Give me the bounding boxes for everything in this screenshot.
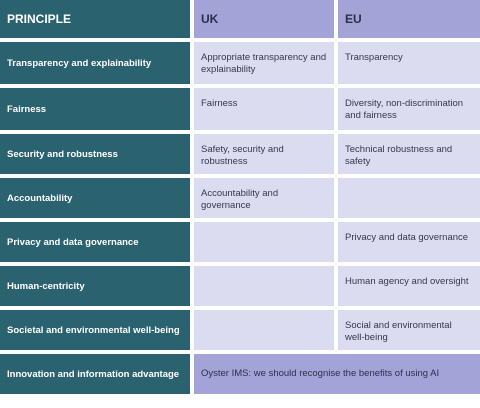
row-combined: Oyster IMS: we should recognise the bene… — [194, 354, 480, 394]
row-uk: Fairness — [194, 88, 334, 130]
row-eu — [338, 178, 480, 218]
row-uk: Safety, security and robustness — [194, 134, 334, 174]
header-principle-label: PRINCIPLE — [7, 12, 72, 26]
principle-label: Human-centricity — [7, 280, 85, 292]
header-uk: UK — [194, 0, 334, 38]
header-uk-label: UK — [201, 12, 219, 26]
header-eu-label: EU — [345, 12, 362, 26]
row-eu: Diversity, non-discrimination and fairne… — [338, 88, 480, 130]
header-eu: EU — [338, 0, 480, 38]
uk-value: Appropriate transparency and explainabil… — [201, 52, 327, 75]
eu-value: Social and environmental well-being — [345, 320, 452, 343]
row-uk: Appropriate transparency and explainabil… — [194, 42, 334, 84]
eu-value: Transparency — [345, 52, 403, 63]
eu-value: Technical robustness and safety — [345, 144, 453, 167]
uk-value: Safety, security and robustness — [201, 144, 284, 167]
eu-value: Diversity, non-discrimination and fairne… — [345, 98, 464, 121]
principle-label: Innovation and information advantage — [7, 368, 180, 380]
row-uk — [194, 310, 334, 350]
principle-label: Societal and environmental well-being — [7, 324, 180, 336]
row-principle: Privacy and data governance — [0, 222, 190, 262]
row-principle: Societal and environmental well-being — [0, 310, 190, 350]
row-uk — [194, 266, 334, 306]
principle-label: Privacy and data governance — [7, 236, 139, 248]
principle-label: Fairness — [7, 103, 47, 115]
principle-label: Security and robustness — [7, 148, 118, 160]
row-uk: Accountability and governance — [194, 178, 334, 218]
uk-value: Fairness — [201, 98, 238, 109]
principle-label: Transparency and explainability — [7, 57, 152, 69]
row-principle: Transparency and explainability — [0, 42, 190, 84]
row-eu: Human agency and oversight — [338, 266, 480, 306]
principle-label: Accountability — [7, 192, 73, 204]
row-principle: Accountability — [0, 178, 190, 218]
eu-value: Human agency and oversight — [345, 276, 469, 287]
row-principle: Human-centricity — [0, 266, 190, 306]
row-principle: Innovation and information advantage — [0, 354, 190, 394]
row-principle: Security and robustness — [0, 134, 190, 174]
row-eu: Technical robustness and safety — [338, 134, 480, 174]
row-uk — [194, 222, 334, 262]
row-eu: Privacy and data governance — [338, 222, 480, 262]
combined-value: Oyster IMS: we should recognise the bene… — [201, 368, 440, 379]
eu-value: Privacy and data governance — [345, 232, 469, 243]
uk-value: Accountability and governance — [201, 188, 279, 211]
row-eu: Social and environmental well-being — [338, 310, 480, 350]
header-principle: PRINCIPLE — [0, 0, 190, 38]
row-principle: Fairness — [0, 88, 190, 130]
row-eu: Transparency — [338, 42, 480, 84]
